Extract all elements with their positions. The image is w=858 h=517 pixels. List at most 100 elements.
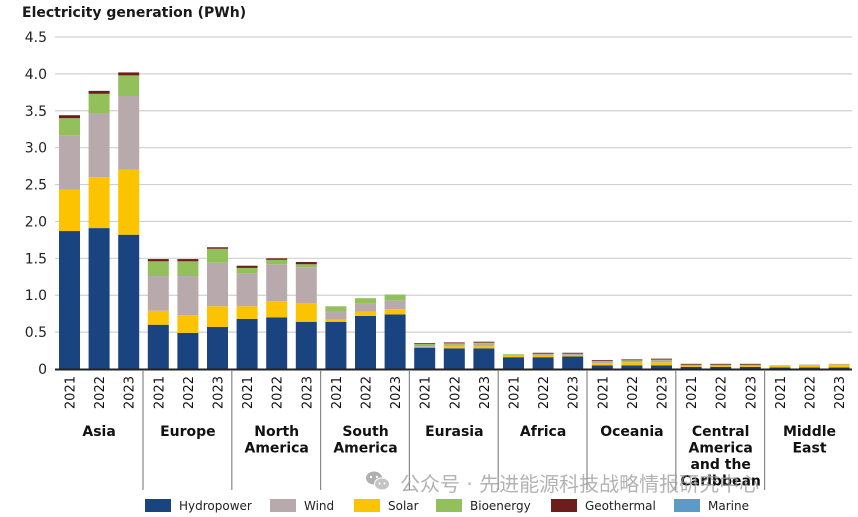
region-label: Middle — [783, 424, 836, 440]
bar-segment-geothermal-africa-2023 — [562, 352, 584, 354]
bar-segment-bioenergy-eurasia-2021 — [414, 343, 436, 347]
bar-segment-wind-europe-2021 — [147, 276, 169, 311]
bar-segment-hydropower-south-america-2022 — [355, 315, 376, 369]
legend-label: Bioenergy — [470, 499, 531, 513]
region-label: Eurasia — [425, 424, 483, 440]
bar-segment-hydropower-asia-2021 — [59, 231, 80, 369]
bar-segment-wind-eurasia-2023 — [473, 343, 495, 347]
x-tick-label: 2022 — [537, 376, 552, 409]
bar-segment-hydropower-europe-2023 — [207, 326, 228, 369]
bar-segment-geothermal-asia-2023 — [118, 72, 140, 76]
x-tick-label: 2021 — [152, 376, 167, 409]
bar-segment-geothermal-europe-2022 — [177, 259, 199, 262]
gridlines — [55, 36, 852, 333]
x-tick-label: 2023 — [656, 376, 671, 409]
bar-segment-wind-eurasia-2021 — [414, 346, 436, 347]
y-tick-label: 3.5 — [25, 104, 47, 120]
legend-label: Geothermal — [585, 499, 656, 513]
bar-segment-bioenergy-asia-2021 — [59, 118, 80, 136]
bar-segment-bioenergy-north-america-2021 — [236, 267, 258, 274]
x-tick-label: 2022 — [182, 376, 197, 409]
x-tick-label: 2023 — [744, 376, 759, 409]
bar-segment-wind-central-america-and-the-caribbean-2021 — [680, 365, 702, 367]
bar-segment-solar-central-america-and-the-caribbean-2022 — [710, 366, 732, 367]
bar-segment-geothermal-eurasia-2023 — [473, 341, 495, 343]
legend-swatch — [551, 499, 577, 512]
y-tick-label: 2.0 — [25, 214, 47, 230]
x-tick-label: 2023 — [123, 376, 138, 409]
bar-segment-solar-central-america-and-the-caribbean-2023 — [739, 366, 761, 367]
region-label: America — [689, 441, 753, 457]
bar-segment-solar-north-america-2022 — [266, 301, 288, 318]
x-tick-label: 2021 — [685, 376, 700, 409]
bar-segment-solar-africa-2023 — [562, 354, 584, 357]
bar-segment-solar-central-america-and-the-caribbean-2021 — [680, 366, 702, 367]
bar-segment-wind-middle-east-2022 — [799, 364, 820, 366]
legend-label: Marine — [708, 499, 749, 513]
x-tick-label: 2022 — [804, 376, 819, 409]
bar-segment-geothermal-north-america-2022 — [266, 258, 288, 260]
bar-segment-hydropower-middle-east-2023 — [828, 367, 850, 369]
legend-swatch — [436, 499, 462, 512]
x-tick-label: 2021 — [330, 376, 345, 409]
bar-segment-wind-central-america-and-the-caribbean-2023 — [739, 365, 761, 367]
bar-segment-geothermal-eurasia-2022 — [443, 342, 465, 344]
bar-segment-solar-middle-east-2022 — [799, 365, 820, 368]
bar-segment-solar-north-america-2023 — [295, 303, 317, 322]
bar-segment-wind-north-america-2023 — [295, 267, 317, 304]
region-labels: Asia Europe NorthAmericaSouthAmericaEurasi… — [82, 424, 836, 490]
legend-item-geothermal: Geothermal — [551, 499, 656, 513]
bar-segment-bioenergy-oceania-2023 — [651, 359, 672, 361]
bar-segment-geothermal-oceania-2023 — [651, 358, 672, 360]
bar-segment-wind-europe-2023 — [207, 262, 228, 307]
bar-segment-solar-oceania-2021 — [591, 363, 613, 366]
bar-segment-solar-oceania-2022 — [621, 362, 643, 366]
bars — [59, 72, 850, 369]
x-tick-label: 2021 — [774, 376, 789, 409]
bar-segment-bioenergy-south-america-2022 — [355, 298, 376, 304]
bar-segment-hydropower-africa-2022 — [532, 357, 554, 369]
bar-segment-hydropower-oceania-2021 — [591, 365, 613, 369]
bar-segment-geothermal-central-america-and-the-caribbean-2021 — [680, 363, 702, 365]
legend-item-hydropower: Hydropower — [145, 499, 252, 513]
bar-segment-hydropower-africa-2021 — [503, 357, 524, 369]
bar-segment-wind-middle-east-2023 — [828, 363, 850, 365]
bar-segment-hydropower-central-america-and-the-caribbean-2022 — [710, 366, 732, 369]
bar-segment-hydropower-europe-2022 — [177, 332, 199, 369]
bar-segment-solar-south-america-2022 — [355, 311, 376, 316]
bar-segment-geothermal-europe-2023 — [207, 247, 228, 249]
bar-segment-wind-oceania-2022 — [621, 360, 643, 363]
bar-segment-geothermal-asia-2022 — [88, 90, 110, 94]
bar-segment-solar-middle-east-2021 — [769, 366, 791, 368]
bar-segment-bioenergy-oceania-2021 — [591, 360, 613, 362]
bar-segment-solar-africa-2022 — [532, 355, 554, 358]
x-tick-label: 2023 — [212, 376, 227, 409]
bar-segment-bioenergy-eurasia-2022 — [443, 343, 465, 345]
bar-segment-geothermal-oceania-2021 — [591, 360, 613, 361]
region-label: America — [333, 441, 397, 457]
region-label: and the — [690, 457, 750, 473]
bar-segment-bioenergy-north-america-2022 — [266, 259, 288, 265]
legend-label: Hydropower — [179, 499, 252, 513]
x-tick-label: 2021 — [596, 376, 611, 409]
bar-segment-hydropower-north-america-2022 — [266, 317, 288, 369]
region-label: Africa — [520, 424, 566, 440]
y-tick-label: 0 — [38, 362, 47, 378]
bar-segment-hydropower-africa-2023 — [562, 356, 584, 369]
region-label: Caribbean — [681, 474, 761, 490]
y-tick-label: 1.0 — [25, 288, 47, 304]
bar-segment-bioenergy-north-america-2023 — [295, 264, 317, 268]
bar-segment-hydropower-middle-east-2021 — [769, 367, 791, 369]
bar-segment-hydropower-europe-2021 — [147, 324, 169, 369]
bar-segment-wind-africa-2021 — [503, 354, 524, 356]
x-tick-label: 2022 — [715, 376, 730, 409]
region-label: Central — [692, 424, 750, 440]
bar-segment-solar-asia-2023 — [118, 169, 140, 235]
bar-segment-wind-asia-2021 — [59, 135, 80, 190]
legend-swatch — [270, 499, 296, 512]
bar-segment-bioenergy-south-america-2023 — [384, 294, 406, 301]
legend-swatch — [354, 499, 380, 512]
bar-segment-solar-south-america-2023 — [384, 309, 406, 315]
bar-segment-geothermal-north-america-2023 — [295, 262, 317, 265]
